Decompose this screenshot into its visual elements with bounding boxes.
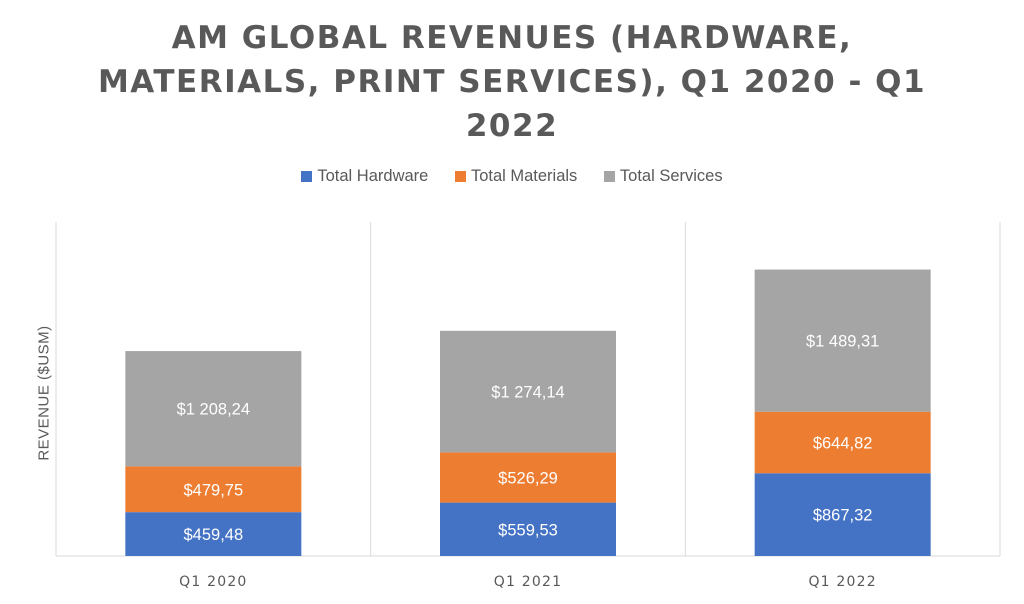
bar-segment-services <box>754 269 931 412</box>
bar-segment-hardware <box>754 473 931 556</box>
data-label-services: $1 274,14 <box>491 384 564 402</box>
chart-title: AM GLOBAL REVENUES (HARDWARE, MATERIALS,… <box>0 16 1024 148</box>
legend-label-hardware: Total Hardware <box>317 167 429 185</box>
data-label-materials: $526,29 <box>498 469 558 487</box>
bar-segment-hardware <box>440 502 616 556</box>
data-label-materials: $644,82 <box>813 434 873 452</box>
bar-segment-materials <box>125 466 302 513</box>
x-tick-label: Q1 2021 <box>494 574 562 590</box>
data-label-services: $1 489,31 <box>806 333 879 351</box>
chart-title-line: AM GLOBAL REVENUES (HARDWARE, <box>171 20 853 56</box>
bar-segment-materials <box>440 452 616 503</box>
bar-segment-services <box>440 330 616 453</box>
chart-legend: Total Hardware Total Materials Total Ser… <box>0 167 1024 186</box>
legend-item-materials: Total Materials <box>454 167 578 186</box>
data-label-materials: $479,75 <box>184 481 244 499</box>
chart-title-line: MATERIALS, PRINT SERVICES), Q1 2020 - Q1 <box>97 64 927 100</box>
data-label-hardware: $459,48 <box>184 526 244 544</box>
legend-swatch-hardware <box>301 171 313 182</box>
chart-title-line: 2022 <box>465 108 559 144</box>
legend-swatch-materials <box>454 171 466 182</box>
data-label-hardware: $867,32 <box>813 507 873 525</box>
x-tick-label: Q1 2020 <box>179 574 247 590</box>
legend-swatch-services <box>603 171 615 182</box>
bar-segment-hardware <box>125 512 302 556</box>
legend-label-services: Total Services <box>619 167 723 185</box>
bar-segment-materials <box>754 411 931 474</box>
x-tick-label: Q1 2022 <box>808 574 876 590</box>
legend-label-materials: Total Materials <box>470 167 578 185</box>
legend-item-services: Total Services <box>603 167 723 186</box>
data-labels: $459,48 $479,75 $1 208,24 $559,53 $526,29 $1 … <box>177 333 880 544</box>
data-label-hardware: $559,53 <box>498 521 558 539</box>
legend-item-hardware: Total Hardware <box>301 167 428 186</box>
bars <box>125 269 931 556</box>
category-labels: Q1 2020 Q1 2021 Q1 2022 <box>179 574 876 590</box>
data-label-services: $1 208,24 <box>177 401 250 419</box>
bar-segment-services <box>125 351 302 467</box>
